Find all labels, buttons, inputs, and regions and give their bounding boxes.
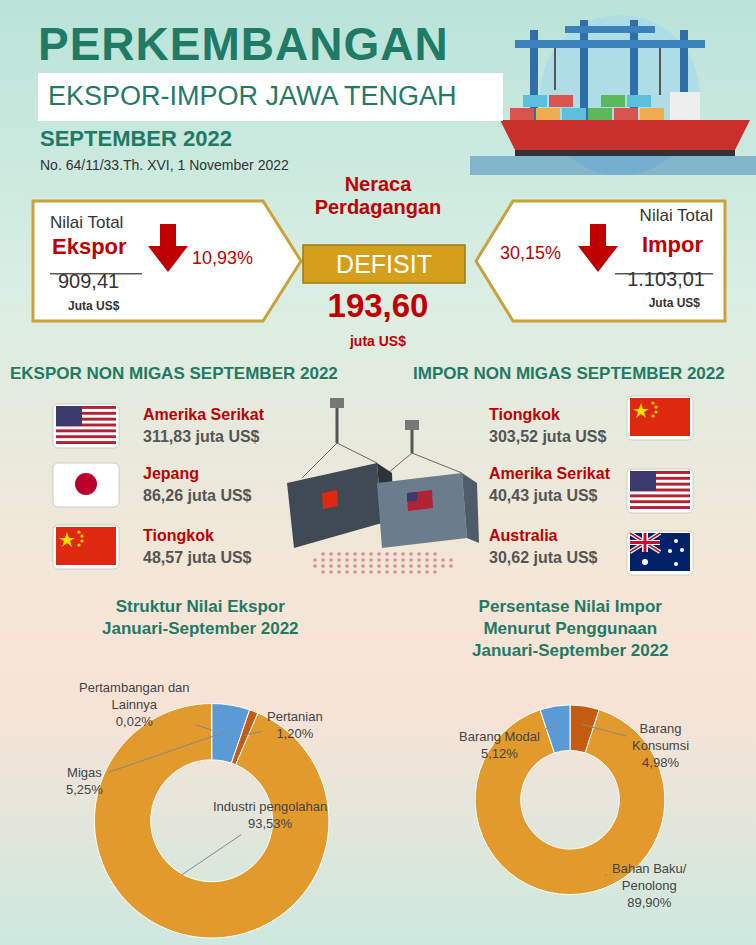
html-text:30,15%: 30,15% bbox=[500, 243, 562, 263]
html-text:909,41: 909,41 bbox=[58, 270, 120, 292]
svg-text:Struktur Nilai EksporJanuari-S: Struktur Nilai EksporJanuari-September 2… bbox=[102, 597, 299, 638]
html-text:SEPTEMBER 2022: SEPTEMBER 2022 bbox=[40, 126, 232, 151]
html-text:Juta US$: Juta US$ bbox=[68, 299, 120, 313]
html-text:Australia: Australia bbox=[489, 527, 558, 544]
html-text:Tiongkok: Tiongkok bbox=[143, 527, 214, 544]
html-text:juta US$: juta US$ bbox=[350, 333, 406, 349]
html-text:EKSPOR NON MIGAS SEPTEMBER 202: EKSPOR NON MIGAS SEPTEMBER 2022 bbox=[10, 364, 338, 383]
svg-text:Persentase Nilai ImporMenurut: Persentase Nilai ImporMenurut Penggunaan… bbox=[472, 597, 669, 660]
html-text:Amerika Serikat: Amerika Serikat bbox=[489, 465, 610, 482]
html-text:EKSPOR-IMPOR JAWA TENGAH: EKSPOR-IMPOR JAWA TENGAH bbox=[48, 81, 457, 111]
svg-text:Barang Modal5,12%: Barang Modal5,12% bbox=[459, 729, 540, 761]
html-text:IMPOR NON MIGAS SEPTEMBER 2022: IMPOR NON MIGAS SEPTEMBER 2022 bbox=[413, 364, 725, 383]
html-text:48,57 juta US$: 48,57 juta US$ bbox=[143, 549, 252, 566]
html-text:1.103,01: 1.103,01 bbox=[627, 268, 705, 290]
html-text:Amerika Serikat: Amerika Serikat bbox=[143, 406, 264, 423]
html-text:30,62 juta US$: 30,62 juta US$ bbox=[489, 549, 598, 566]
svg-text:Migas5,25%: Migas5,25% bbox=[66, 765, 103, 797]
svg-text:Bahan Baku/Penolong89,90%: Bahan Baku/Penolong89,90% bbox=[612, 861, 687, 910]
html-text:Neraca Perdagangan: Neraca Perdagangan bbox=[314, 173, 442, 218]
svg-text:Pertambangan danLainnya0,02%: Pertambangan danLainnya0,02% bbox=[79, 680, 190, 729]
html-text:303,52 juta US$: 303,52 juta US$ bbox=[489, 428, 607, 445]
html-text:Jepang: Jepang bbox=[143, 465, 199, 482]
html-text:Tiongkok: Tiongkok bbox=[489, 406, 560, 423]
html-text:Nilai Total: Nilai Total bbox=[639, 206, 713, 225]
html-text:PERKEMBANGAN: PERKEMBANGAN bbox=[38, 18, 449, 70]
html-text:Nilai Total: Nilai Total bbox=[50, 213, 124, 232]
html-text:86,26 juta US$: 86,26 juta US$ bbox=[143, 487, 252, 504]
html-text:10,93%: 10,93% bbox=[192, 248, 254, 268]
svg-text:Industri pengolahan93,53%: Industri pengolahan93,53% bbox=[213, 799, 327, 831]
html-text:Impor: Impor bbox=[641, 232, 703, 257]
html-text:193,60: 193,60 bbox=[327, 287, 429, 324]
html-text:Ekspor: Ekspor bbox=[52, 234, 127, 259]
svg-text:Pertanian1,20%: Pertanian1,20% bbox=[267, 709, 323, 741]
html-text:40,43 juta US$: 40,43 juta US$ bbox=[489, 487, 598, 504]
html-text:Juta US$: Juta US$ bbox=[648, 296, 700, 310]
html-text:311,83 juta US$: 311,83 juta US$ bbox=[143, 428, 260, 445]
html-text:No. 64/11/33.Th. XVI, 1 Novemb: No. 64/11/33.Th. XVI, 1 November 2022 bbox=[40, 157, 289, 173]
html-text:DEFISIT: DEFISIT bbox=[336, 250, 432, 278]
svg-text:BarangKonsumsi4,98%: BarangKonsumsi4,98% bbox=[632, 721, 689, 770]
